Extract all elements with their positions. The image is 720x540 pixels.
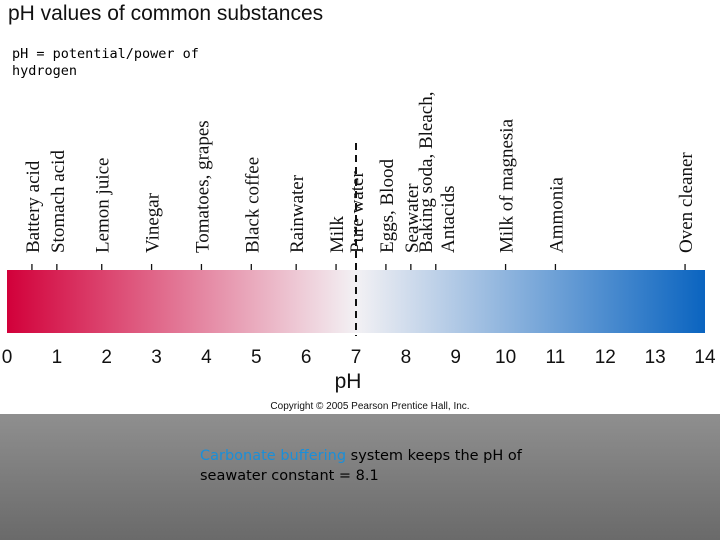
substance-label: Lemon juice [93, 158, 114, 254]
tick-label: 10 [495, 347, 516, 368]
caption-rest: system keeps the pH of seawater constant… [200, 448, 522, 484]
substance-label: Milk [327, 216, 348, 253]
substance-label: Milk of magnesia [497, 118, 518, 253]
figure-title: pH values of common substances [8, 2, 324, 25]
ph-definition-note: pH = potential/power of hydrogen [12, 46, 199, 79]
tick-label: 12 [595, 347, 616, 368]
tick-label: 0 [2, 347, 13, 368]
substance-label: Black coffee [242, 157, 263, 253]
copyright-notice: Copyright © 2005 Pearson Prentice Hall, … [270, 401, 470, 412]
x-axis-label: pH [335, 370, 362, 393]
substance-label: Stomach acid [48, 150, 69, 253]
caption-text: Carbonate buffering system keeps the pH … [200, 446, 540, 486]
substance-label: Tomatoes, grapes [192, 120, 213, 253]
tick-label: 11 [546, 347, 566, 368]
tick-label: 1 [52, 347, 63, 368]
caption-highlight: Carbonate buffering [200, 448, 347, 464]
substance-label: Eggs, Blood [377, 159, 398, 253]
substance-label: Baking soda, Bleach, [416, 92, 437, 253]
tick-label: 9 [450, 347, 461, 368]
tick-label: 5 [251, 347, 262, 368]
tick-label: 2 [101, 347, 112, 368]
tick-label: 7 [351, 347, 362, 368]
substance-label: Vinegar [143, 192, 164, 253]
substance-label: Pure water [347, 171, 368, 253]
tick-label: 3 [151, 347, 162, 368]
substance-label: Oven cleaner [676, 152, 697, 253]
substance-label: Seawater [402, 183, 423, 253]
tick-label: 4 [201, 347, 212, 368]
substance-label: Rainwater [287, 174, 308, 253]
tick-label: 14 [694, 347, 716, 368]
substance-label: Battery acid [23, 160, 44, 253]
substance-label: Ammonia [546, 176, 567, 253]
tick-label: 6 [301, 347, 312, 368]
substance-label: Antacids [438, 185, 459, 253]
tick-label: 8 [401, 347, 412, 368]
tick-label: 13 [645, 347, 666, 368]
caption-panel [0, 414, 720, 540]
